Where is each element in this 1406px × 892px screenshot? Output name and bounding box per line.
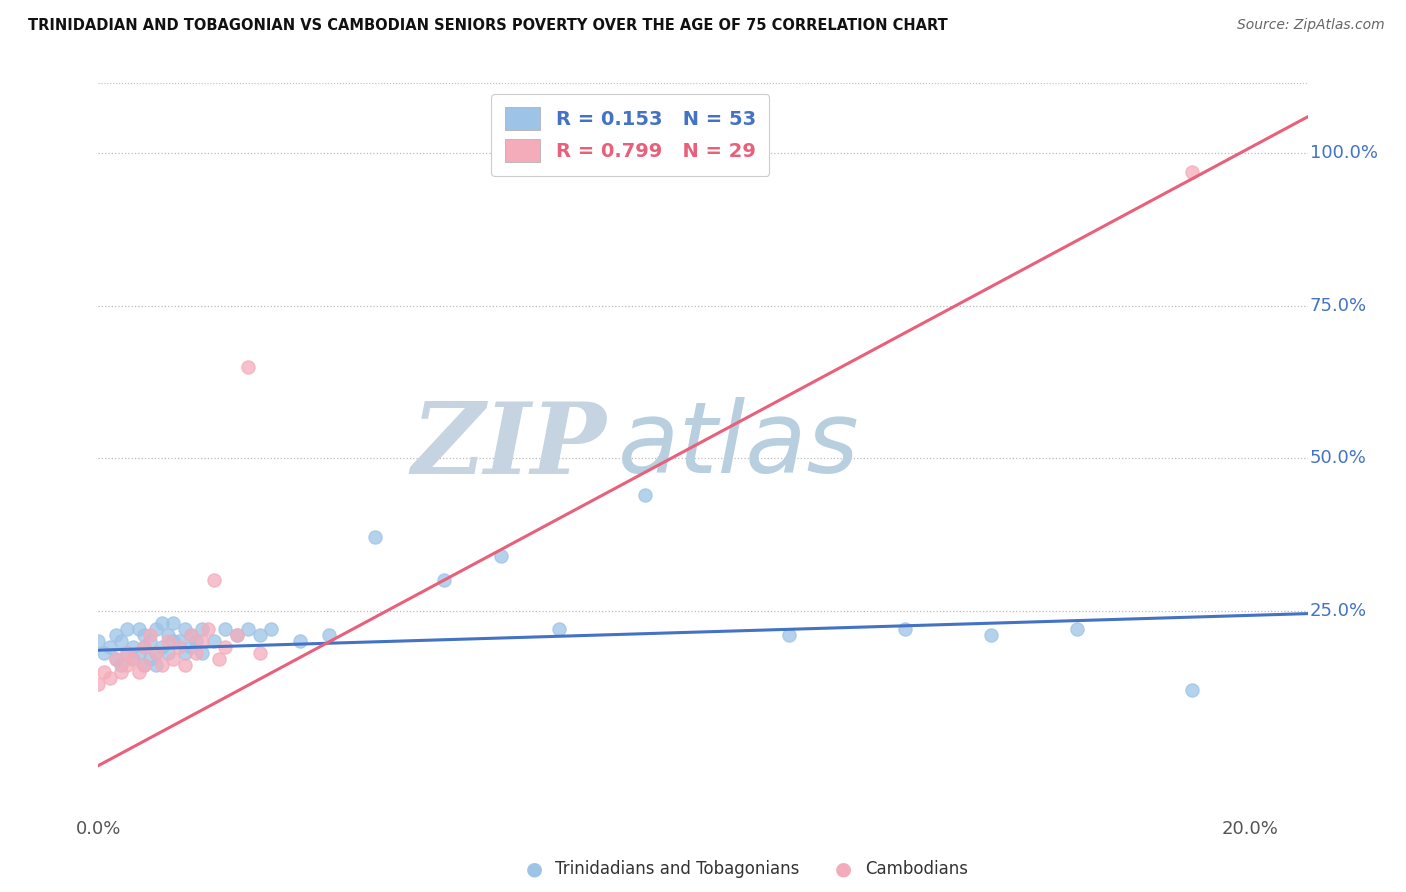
Point: [139, 634, 162, 648]
Point: [98, 671, 121, 685]
Point: [208, 652, 231, 666]
Point: [145, 658, 167, 673]
Point: [1181, 682, 1204, 697]
Text: Trinidadians and Tobagonians: Trinidadians and Tobagonians: [555, 860, 800, 878]
Point: [634, 488, 657, 502]
Point: [980, 628, 1002, 642]
Point: [167, 640, 190, 655]
Point: [122, 640, 145, 655]
Point: [173, 646, 195, 660]
Point: [87, 634, 110, 648]
Point: [104, 652, 127, 666]
Point: [202, 573, 225, 587]
Text: TRINIDADIAN AND TOBAGONIAN VS CAMBODIAN SENIORS POVERTY OVER THE AGE OF 75 CORRE: TRINIDADIAN AND TOBAGONIAN VS CAMBODIAN …: [28, 18, 948, 33]
Point: [191, 634, 214, 648]
Point: [87, 676, 110, 690]
Point: [98, 640, 121, 655]
Point: [115, 658, 138, 673]
Point: [214, 622, 236, 636]
Point: [180, 628, 202, 642]
Point: [236, 622, 259, 636]
Point: [236, 359, 259, 374]
Point: [110, 634, 132, 648]
Point: [180, 628, 202, 642]
Point: [186, 646, 208, 660]
Text: 50.0%: 50.0%: [1310, 450, 1367, 467]
Point: [128, 665, 150, 679]
Point: [1066, 622, 1088, 636]
Text: 75.0%: 75.0%: [1310, 297, 1367, 315]
Point: [122, 652, 145, 666]
Text: 100.0%: 100.0%: [1310, 145, 1378, 162]
Point: [197, 622, 219, 636]
Point: [115, 622, 138, 636]
Point: [134, 628, 156, 642]
Point: [249, 646, 271, 660]
Point: [139, 652, 162, 666]
Legend: R = 0.153   N = 53, R = 0.799   N = 29: R = 0.153 N = 53, R = 0.799 N = 29: [492, 94, 769, 176]
Point: [134, 658, 156, 673]
Point: [115, 646, 138, 660]
Point: [202, 634, 225, 648]
Point: [548, 622, 571, 636]
Point: [150, 658, 173, 673]
Point: [162, 615, 184, 630]
Point: [173, 658, 195, 673]
Point: [145, 646, 167, 660]
Point: [191, 622, 214, 636]
Point: [225, 628, 247, 642]
Point: [893, 622, 915, 636]
Point: [318, 628, 340, 642]
Point: [260, 622, 283, 636]
Point: [134, 658, 156, 673]
Point: [93, 665, 115, 679]
Point: [180, 640, 202, 655]
Point: [173, 622, 195, 636]
Point: [491, 549, 513, 563]
Point: [139, 628, 162, 642]
Point: [162, 652, 184, 666]
Point: [128, 646, 150, 660]
Point: [214, 640, 236, 655]
Point: [186, 634, 208, 648]
Point: [104, 628, 127, 642]
Point: [110, 658, 132, 673]
Point: [110, 665, 132, 679]
Point: [134, 640, 156, 655]
Point: [145, 622, 167, 636]
Point: [156, 628, 179, 642]
Point: [1181, 165, 1204, 179]
Text: Source: ZipAtlas.com: Source: ZipAtlas.com: [1237, 18, 1385, 32]
Text: atlas: atlas: [619, 398, 860, 494]
Text: ZIP: ZIP: [412, 398, 606, 494]
Point: [778, 628, 800, 642]
Text: 25.0%: 25.0%: [1310, 601, 1367, 620]
Point: [191, 646, 214, 660]
Point: [167, 634, 190, 648]
Point: [225, 628, 247, 642]
Point: [364, 530, 387, 544]
Point: [156, 634, 179, 648]
Point: [134, 640, 156, 655]
Point: [115, 646, 138, 660]
Point: [150, 615, 173, 630]
Point: [249, 628, 271, 642]
Point: [288, 634, 311, 648]
Point: [145, 646, 167, 660]
Point: [128, 622, 150, 636]
Text: ●: ●: [526, 859, 543, 879]
Point: [122, 652, 145, 666]
Point: [156, 646, 179, 660]
Point: [162, 634, 184, 648]
Point: [104, 652, 127, 666]
Point: [150, 640, 173, 655]
Point: [433, 573, 456, 587]
Text: ●: ●: [835, 859, 852, 879]
Text: Cambodians: Cambodians: [865, 860, 967, 878]
Point: [93, 646, 115, 660]
